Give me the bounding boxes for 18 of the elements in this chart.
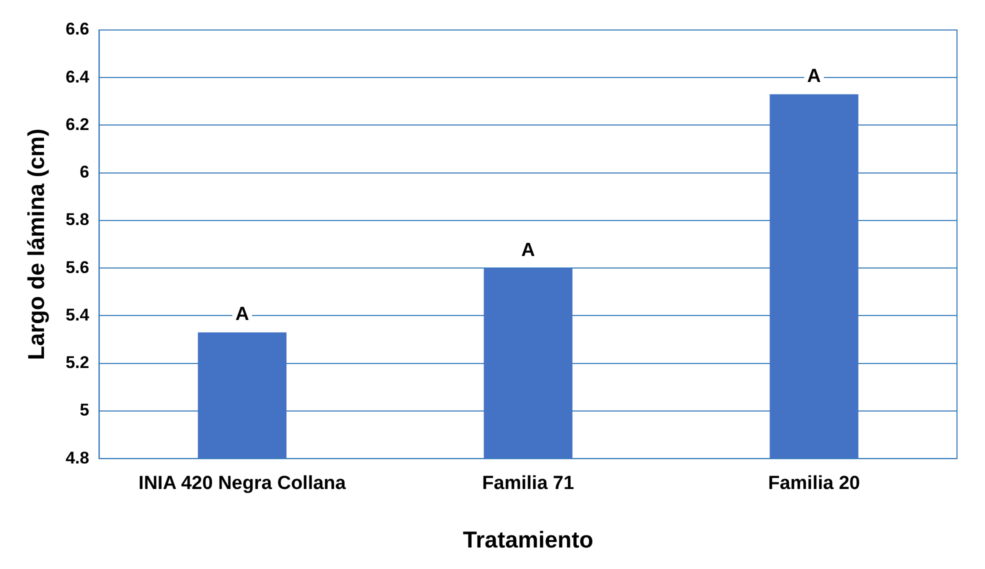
y-tick-label: 6.6 [66,20,90,39]
y-tick-label: 6 [80,162,90,182]
y-axis-title: Largo de lámina (cm) [23,128,50,360]
x-tick-label: Familia 20 [768,473,860,494]
y-tick-label: 5.6 [66,258,90,277]
x-tick-label: INIA 420 Negra Collana [138,473,346,494]
y-tick-label: 5 [80,400,90,420]
y-tick-label: 5.8 [66,210,90,230]
annotation: A [521,240,536,261]
y-tick-label: 6.4 [66,67,90,86]
annotation: A [235,304,250,326]
y-tick-label: 6.2 [66,114,90,134]
x-tick-label: Familia 71 [482,473,574,494]
x-axis-title: Tratamiento [462,526,594,553]
y-tick-label: 5.4 [66,305,90,324]
annotation: A [807,66,822,88]
y-tick-label: 4.8 [66,448,90,468]
y-tick-label: 5.2 [66,353,90,372]
